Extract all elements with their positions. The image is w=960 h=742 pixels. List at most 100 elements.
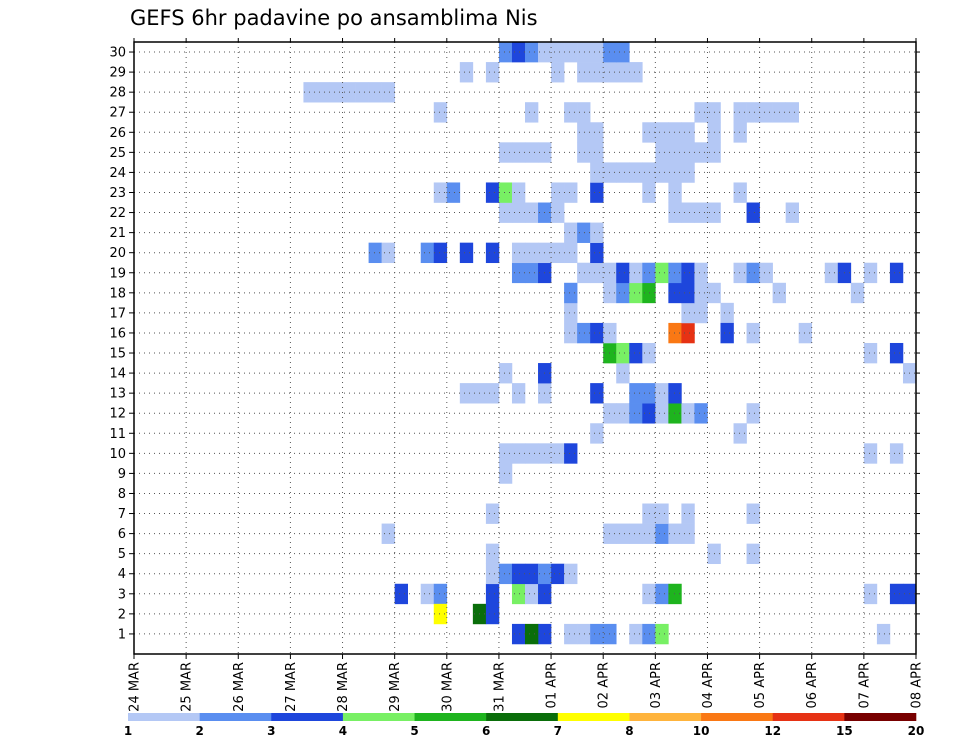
heatmap-cell: [746, 202, 760, 223]
heatmap-cell: [668, 182, 682, 203]
heatmap-cell: [616, 282, 630, 304]
y-tick-label: 15: [109, 347, 126, 362]
heatmap-cell: [616, 403, 630, 424]
heatmap-cell: [577, 322, 591, 344]
heatmap-cell: [694, 202, 708, 223]
heatmap-cell: [564, 443, 578, 464]
heatmap-cell: [590, 222, 604, 243]
heatmap-cell: [668, 383, 682, 404]
y-tick-label: 10: [109, 447, 126, 462]
x-tick-label: 07 APR: [857, 662, 872, 708]
x-tick-label: 24 MAR: [128, 662, 143, 712]
heatmap-cell: [564, 222, 578, 243]
heatmap-cell: [889, 583, 904, 605]
heatmap-cell: [785, 102, 799, 123]
y-tick-label: 12: [109, 407, 126, 422]
heatmap-cell: [863, 342, 878, 364]
heatmap-cell: [746, 503, 760, 524]
heatmap-cell: [590, 142, 604, 163]
heatmap-cell: [616, 262, 630, 284]
legend-label: 6: [482, 724, 490, 738]
heatmap-cell: [577, 122, 591, 143]
heatmap-cell: [681, 322, 695, 344]
heatmap-cell: [564, 322, 578, 344]
x-tick-label: 08 APR: [910, 662, 925, 708]
heatmap-cell: [642, 383, 656, 404]
legend-label: 3: [267, 724, 275, 738]
x-tick-label: 05 APR: [753, 662, 768, 708]
heatmap-cell: [381, 242, 395, 264]
heatmap-cell: [629, 523, 643, 544]
heatmap-cell: [642, 583, 656, 605]
heatmap-cell: [551, 563, 565, 585]
heatmap-cell: [381, 82, 395, 103]
legend-swatch: [271, 713, 344, 721]
heatmap-cell: [616, 62, 630, 83]
heatmap-cell: [746, 543, 760, 565]
heatmap-cell: [655, 142, 669, 163]
heatmap-cell: [655, 262, 669, 284]
heatmap-cell: [485, 62, 500, 83]
y-tick-label: 2: [118, 607, 126, 622]
x-tick-labels: 24 MAR 25 MAR 26 MAR 27 MAR 28 MAR 29 MAR 30 M…: [128, 662, 925, 712]
heatmap-cell: [511, 42, 526, 63]
heatmap-cell: [616, 363, 630, 384]
heatmap-cell: [511, 563, 526, 585]
heatmap-cell: [863, 262, 878, 284]
heatmap-cell: [629, 162, 643, 183]
heatmap-cell: [629, 282, 643, 304]
heatmap-cell: [381, 523, 395, 544]
heatmap-cell: [759, 262, 773, 284]
heatmap-cell: [681, 523, 695, 544]
heatmap-cell: [590, 182, 604, 203]
heatmap-cell: [733, 262, 747, 284]
heatmap-cell: [564, 302, 578, 324]
heatmap-cell: [681, 403, 695, 424]
heatmap-cell: [525, 242, 539, 264]
y-tick-label: 25: [109, 146, 126, 161]
chart-title: GEFS 6hr padavine po ansamblima Nis: [130, 6, 538, 30]
legend-label: 20: [908, 724, 925, 738]
y-tick-label: 6: [118, 527, 126, 542]
legend-swatch: [414, 713, 487, 721]
heatmap-cell: [694, 282, 708, 304]
heatmap-cell: [525, 623, 539, 645]
heatmap-cell: [759, 102, 773, 123]
heatmap-cell: [681, 122, 695, 143]
x-tick-label: 26 MAR: [232, 662, 247, 712]
y-tick-label: 17: [109, 306, 126, 321]
heatmap-cell: [511, 142, 526, 163]
x-tick-label: 02 APR: [597, 662, 612, 708]
heatmap-cell: [616, 42, 630, 63]
heatmap-cell: [889, 262, 904, 284]
axis-ticks: [129, 38, 920, 659]
legend-label: 15: [836, 724, 853, 738]
heatmap-cell: [668, 282, 682, 304]
heatmap-cell: [629, 342, 643, 364]
heatmap-cell: [863, 583, 878, 605]
heatmap-cell: [511, 202, 526, 223]
heatmap-cell: [668, 583, 682, 605]
heatmap-cell: [733, 423, 747, 444]
heatmap-cell: [511, 443, 526, 464]
x-tick-label: 31 MAR: [492, 662, 507, 712]
heatmap-cell: [485, 563, 500, 585]
heatmap-cell: [590, 322, 604, 344]
x-tick-label: 28 MAR: [336, 662, 351, 712]
heatmap-cell: [551, 242, 565, 264]
legend-label: 5: [410, 724, 418, 738]
heatmap-cell: [681, 262, 695, 284]
heatmap-cell: [498, 443, 513, 464]
heatmap-cell: [525, 42, 539, 63]
heatmap-cell: [642, 503, 656, 524]
heatmap-cell: [655, 583, 669, 605]
y-tick-label: 16: [109, 326, 126, 341]
heatmap-cell: [577, 62, 591, 83]
heatmap-cell: [577, 42, 591, 63]
heatmap-cell: [668, 122, 682, 143]
heatmap-cell: [629, 262, 643, 284]
legend-swatch: [342, 713, 415, 721]
heatmap-cell: [642, 342, 656, 364]
heatmap-cell: [564, 102, 578, 123]
